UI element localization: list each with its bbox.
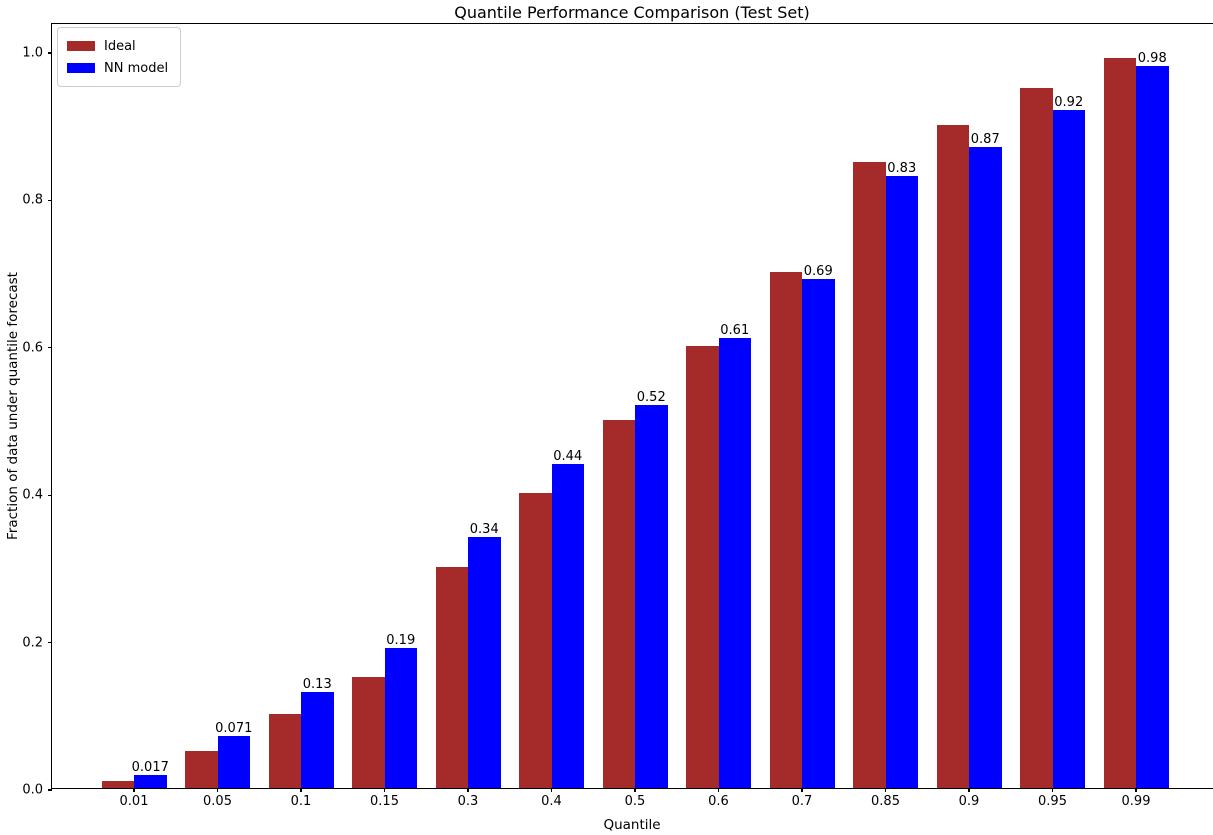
- bar-value-label: 0.071: [215, 720, 253, 736]
- bar-value-label: 0.87: [970, 131, 1000, 147]
- y-tick-mark: [48, 789, 52, 791]
- bar-nn-model-0.7: [802, 279, 835, 788]
- chart-title: Quantile Performance Comparison (Test Se…: [454, 3, 810, 22]
- legend-swatch-ideal: [67, 41, 95, 51]
- y-axis-label: Fraction of data under quantile forecast: [5, 272, 21, 540]
- x-tick-mark: [300, 788, 302, 792]
- bar-value-label: 0.83: [887, 161, 917, 177]
- x-tick-label: 0.3: [457, 794, 479, 809]
- bar-nn-model-0.6: [718, 338, 751, 788]
- legend-entry-nn-model: NN model: [67, 57, 168, 79]
- legend-swatch-nn-model: [67, 63, 95, 73]
- x-tick-label: 0.1: [290, 794, 312, 809]
- y-tick-label: 0.0: [22, 782, 43, 798]
- x-tick-mark: [216, 788, 219, 792]
- x-tick-label: 0.6: [708, 794, 729, 809]
- bar-nn-model-0.15: [384, 647, 417, 788]
- x-axis-label: Quantile: [603, 817, 661, 833]
- bar-value-label: 0.69: [803, 264, 833, 280]
- bar-nn-model-0.9: [969, 146, 1002, 788]
- bar-value-label: 0.61: [720, 323, 750, 339]
- x-tick-mark: [801, 788, 803, 792]
- x-tick-mark: [884, 788, 887, 792]
- bar-ideal-0.3: [435, 566, 468, 788]
- x-tick-mark: [1135, 788, 1137, 792]
- x-tick-mark: [467, 788, 469, 792]
- bar-ideal-0.05: [185, 751, 218, 788]
- x-tick-label: 0.85: [871, 794, 900, 809]
- bar-value-label: 0.13: [302, 677, 332, 693]
- bar-nn-model-0.95: [1052, 109, 1085, 788]
- bar-nn-model-0.05: [217, 735, 250, 788]
- bar-ideal-0.6: [686, 345, 719, 788]
- bar-ideal-0.5: [602, 419, 635, 788]
- x-tick-mark: [383, 788, 386, 792]
- bar-nn-model-0.85: [885, 176, 918, 788]
- x-tick-label: 0.7: [791, 794, 813, 809]
- bar-ideal-0.7: [769, 272, 802, 788]
- x-tick-mark: [634, 788, 636, 792]
- bar-nn-model-0.99: [1136, 65, 1169, 788]
- legend-entry-ideal: Ideal: [67, 35, 168, 57]
- y-tick-mark: [48, 52, 52, 54]
- bar-value-label: 0.92: [1054, 94, 1084, 110]
- bar-ideal-0.95: [1020, 87, 1053, 788]
- y-tick-label: 1.0: [22, 45, 43, 61]
- legend-label-nn-model: NN model: [104, 60, 169, 76]
- x-tick-label: 0.15: [370, 794, 399, 809]
- bar-ideal-0.85: [853, 161, 886, 788]
- legend: Ideal NN model: [57, 27, 182, 87]
- bar-ideal-0.01: [101, 780, 134, 788]
- bar-nn-model-0.4: [551, 463, 584, 788]
- x-tick-label: 0.01: [119, 794, 149, 809]
- x-tick-label: 0.4: [541, 794, 562, 809]
- y-tick-mark: [48, 641, 52, 644]
- bar-nn-model-0.01: [134, 775, 167, 788]
- bar-ideal-0.9: [936, 124, 969, 788]
- x-tick-mark: [968, 788, 970, 792]
- y-tick-label: 0.2: [22, 635, 43, 651]
- bar-value-label: 0.52: [636, 389, 666, 405]
- bar-value-label: 0.017: [131, 760, 169, 776]
- legend-label-ideal: Ideal: [104, 38, 136, 54]
- x-tick-mark: [717, 788, 720, 792]
- bar-nn-model-0.5: [635, 404, 668, 788]
- x-tick-mark: [133, 788, 135, 792]
- x-tick-label: 0.05: [203, 794, 232, 809]
- y-tick-label: 0.6: [22, 340, 43, 356]
- x-tick-mark: [550, 788, 553, 792]
- x-tick-label: 0.9: [958, 794, 980, 809]
- y-tick-mark: [48, 199, 52, 202]
- y-tick-label: 0.8: [22, 192, 43, 208]
- bar-value-label: 0.44: [553, 448, 583, 464]
- bar-value-label: 0.19: [386, 632, 416, 648]
- bar-ideal-0.1: [268, 714, 301, 788]
- x-tick-label: 0.5: [624, 794, 646, 809]
- y-tick-mark: [48, 494, 52, 496]
- x-tick-label: 0.99: [1121, 794, 1151, 809]
- plot-area: 0.0 0.2 0.4 0.6 0.8 1.0 0.01 0.017 0.05 0.071 0.1 0…: [22, 23, 1213, 809]
- y-tick-label: 0.4: [22, 487, 43, 503]
- x-tick-mark: [1051, 788, 1054, 792]
- bar-ideal-0.99: [1103, 58, 1136, 788]
- x-tick-label: 0.95: [1038, 794, 1067, 809]
- bar-value-label: 0.34: [469, 522, 499, 538]
- bar-ideal-0.4: [519, 493, 552, 788]
- y-tick-mark: [48, 347, 52, 349]
- bar-ideal-0.15: [352, 677, 385, 788]
- bar-nn-model-0.3: [468, 537, 501, 788]
- bar-value-label: 0.98: [1137, 50, 1167, 66]
- bar-nn-model-0.1: [301, 692, 334, 788]
